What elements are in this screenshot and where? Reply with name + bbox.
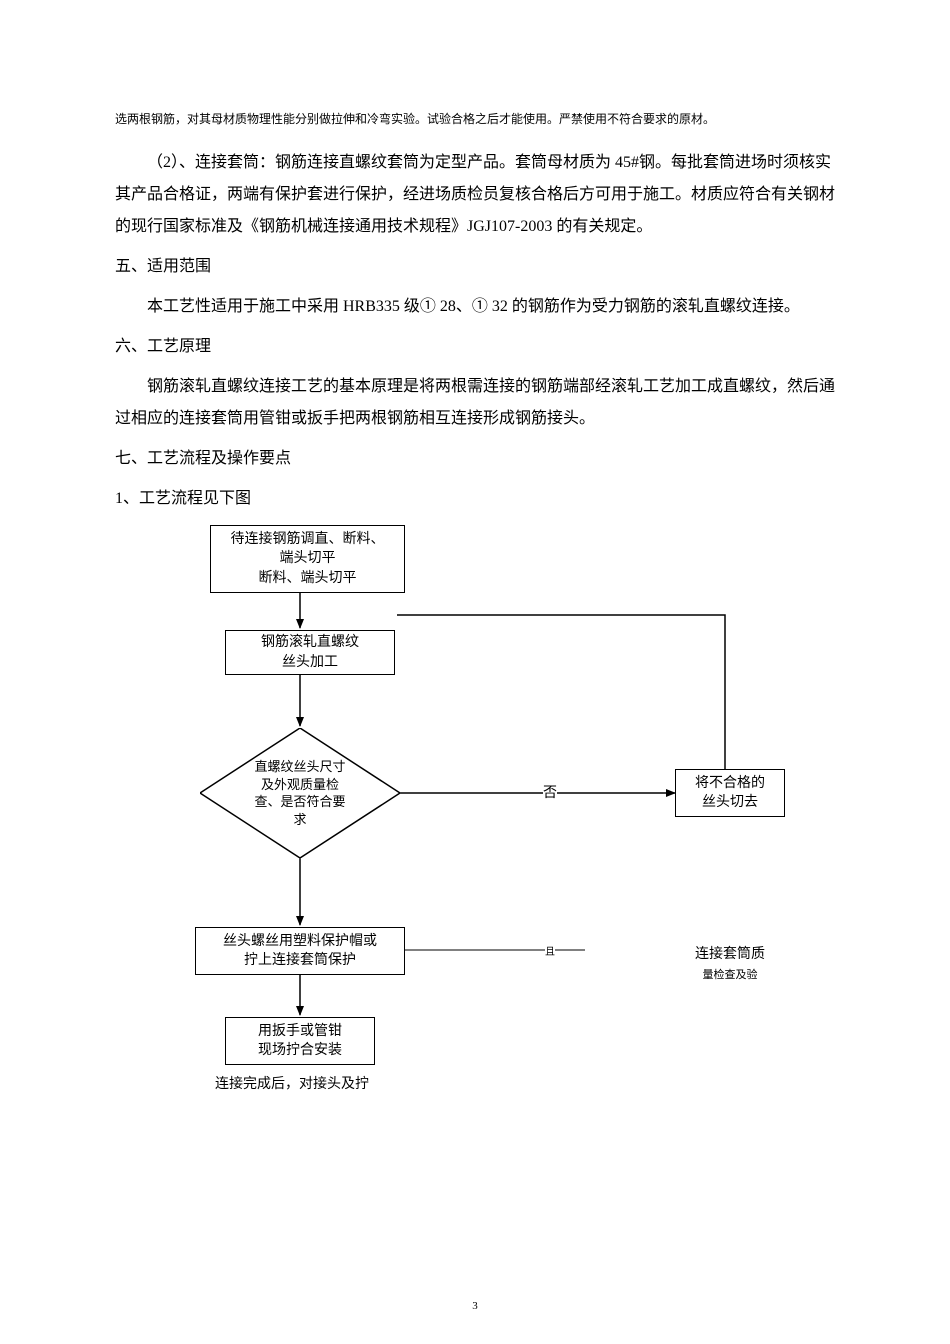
heading-6: 六、工艺原理: [115, 331, 835, 363]
subheading-7-1: 1、工艺流程见下图: [115, 483, 835, 515]
flow-node-3-diamond: 直螺纹丝头尺寸 及外观质量检 查、是否符合要 求: [200, 728, 400, 858]
flowchart: 待连接钢筋调直、断料、 端头切平 断料、端头切平 钢筋滚轧直螺纹 丝头加工 直螺…: [115, 525, 835, 1145]
flow-node-3-label: 直螺纹丝头尺寸 及外观质量检 查、是否符合要 求: [200, 728, 400, 858]
paragraph-p5: 本工艺性适用于施工中采用 HRB335 级① 28、① 32 的钢筋作为受力钢筋…: [115, 291, 835, 323]
heading-7: 七、工艺流程及操作要点: [115, 443, 835, 475]
side-label-sleeve-quality-line1: 连接套筒质: [695, 947, 765, 962]
paragraph-p6: 钢筋滚轧直螺纹连接工艺的基本原理是将两根需连接的钢筋端部经滚轧工艺加工成直螺纹，…: [115, 371, 835, 435]
edge-label-yes-small: 且: [545, 943, 555, 958]
side-label-sleeve-quality-line2: 量检查及验: [703, 969, 758, 981]
flow-node-5: 用扳手或管钳 现场拧合安装: [225, 1017, 375, 1065]
heading-5: 五、适用范围: [115, 251, 835, 283]
paragraph-p2: （2）、连接套筒：钢筋连接直螺纹套筒为定型产品。套筒母材质为 45#钢。每批套筒…: [115, 147, 835, 243]
flow-node-4: 丝头螺丝用塑料保护帽或 拧上连接套筒保护: [195, 927, 405, 975]
page-number: 3: [0, 1300, 950, 1312]
flow-node-6: 将不合格的 丝头切去: [675, 769, 785, 817]
paragraph-small-intro: 选两根钢筋，对其母材质物理性能分别做拉伸和冷弯实验。试验合格之后才能使用。严禁使…: [115, 110, 835, 129]
edge-label-no: 否: [543, 782, 557, 802]
flow-node-1: 待连接钢筋调直、断料、 端头切平 断料、端头切平: [210, 525, 405, 593]
flow-bottom-caption: 连接完成后，对接头及拧: [215, 1073, 369, 1093]
flow-node-2: 钢筋滚轧直螺纹 丝头加工: [225, 630, 395, 675]
